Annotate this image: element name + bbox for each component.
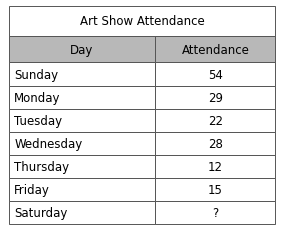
Text: 29: 29 [208, 91, 223, 104]
Bar [9, 132, 155, 155]
Bar [9, 63, 155, 86]
Text: 28: 28 [208, 137, 223, 150]
Bar [9, 155, 155, 178]
Text: Art Show Attendance: Art Show Attendance [80, 15, 204, 28]
Text: 15: 15 [208, 183, 223, 196]
Bar [9, 178, 155, 201]
Text: Attendance: Attendance [181, 43, 249, 57]
Bar [9, 7, 275, 37]
Bar [155, 132, 275, 155]
Text: Day: Day [70, 43, 94, 57]
Bar [155, 155, 275, 178]
Text: Monday: Monday [14, 91, 61, 104]
Text: Thursday: Thursday [14, 160, 69, 173]
Text: Sunday: Sunday [14, 68, 58, 81]
Text: Tuesday: Tuesday [14, 114, 62, 127]
Bar [9, 109, 155, 132]
Text: 12: 12 [208, 160, 223, 173]
Bar [155, 37, 275, 63]
Text: 22: 22 [208, 114, 223, 127]
Text: ?: ? [212, 206, 219, 219]
Bar [9, 86, 155, 109]
Text: Wednesday: Wednesday [14, 137, 82, 150]
Bar [155, 178, 275, 201]
Bar [155, 86, 275, 109]
Bar [9, 201, 155, 224]
Bar [155, 201, 275, 224]
Bar [155, 109, 275, 132]
Bar [9, 37, 155, 63]
Text: Saturday: Saturday [14, 206, 68, 219]
Text: 54: 54 [208, 68, 223, 81]
Text: Friday: Friday [14, 183, 50, 196]
Bar [155, 63, 275, 86]
